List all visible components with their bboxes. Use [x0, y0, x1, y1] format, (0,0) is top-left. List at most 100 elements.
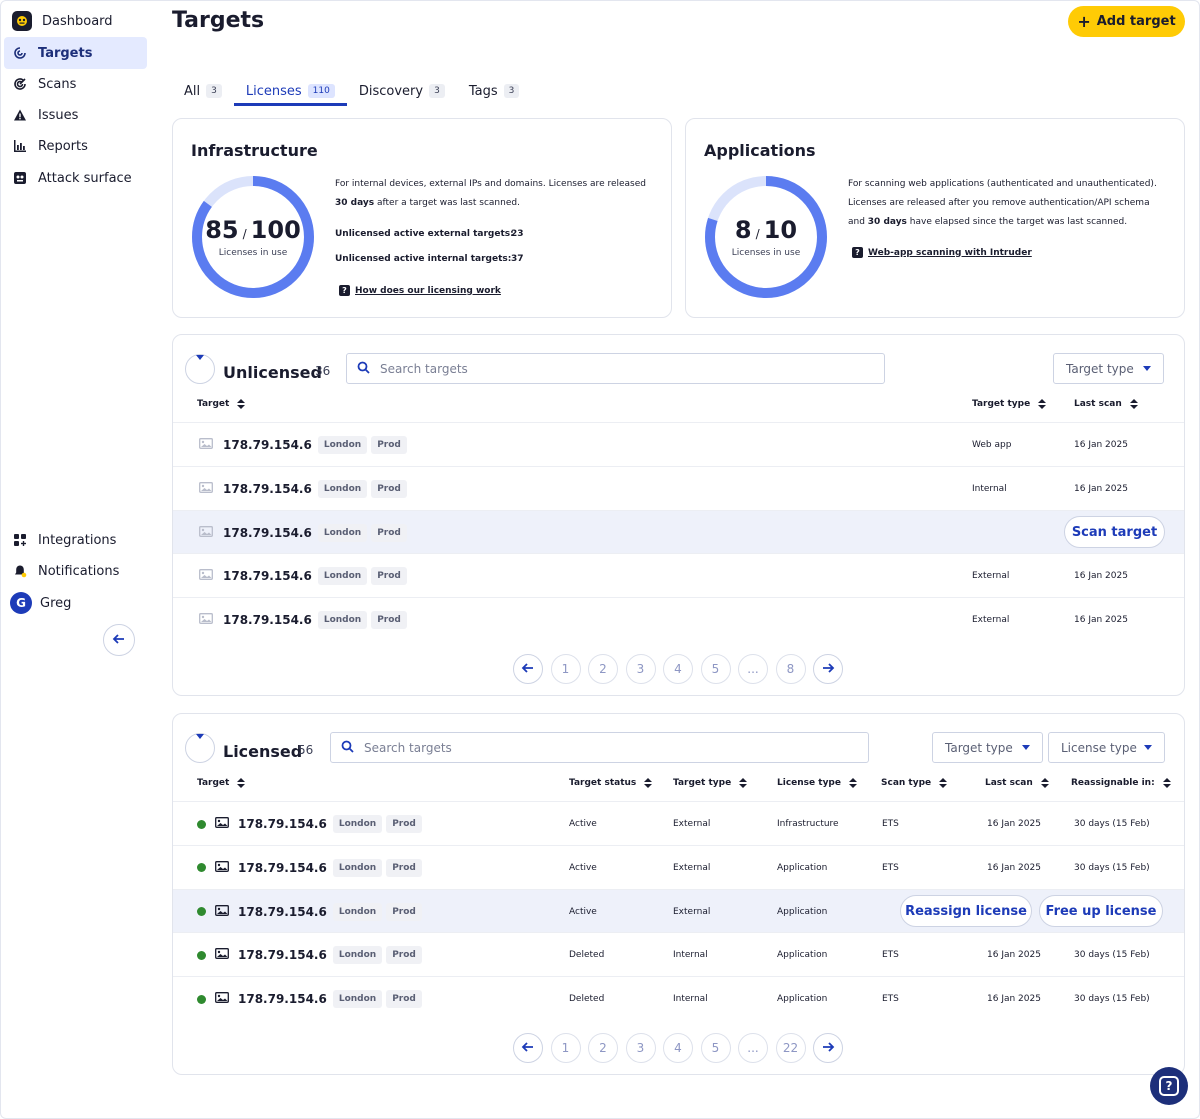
page-button[interactable]: 4 — [663, 1033, 693, 1063]
free-up-license-button[interactable]: Free up license — [1039, 895, 1163, 927]
tabs: All 3 Licenses 110 Discovery 3 Tags 3 — [172, 78, 531, 106]
scan-target-button[interactable]: Scan target — [1064, 516, 1165, 548]
sidebar-item-integrations[interactable]: Integrations — [4, 524, 147, 556]
tab-discovery[interactable]: Discovery 3 — [347, 78, 457, 104]
section-title: Licensed — [223, 742, 303, 761]
table-row[interactable]: 178.79.154.6 London Prod Deleted Internal App… — [173, 976, 1184, 1020]
col-target-type[interactable]: Target type — [972, 399, 1047, 409]
target-type-cell: Web app — [972, 440, 1012, 450]
page-button[interactable]: 3 — [625, 1033, 656, 1063]
sidebar-item-label: Integrations — [38, 532, 117, 548]
col-target[interactable]: Target — [197, 399, 246, 409]
tab-tags[interactable]: Tags 3 — [457, 78, 532, 104]
unlicensed-search[interactable] — [346, 353, 885, 384]
sidebar-item-dashboard[interactable]: Dashboard — [4, 5, 147, 37]
sidebar-item-notifications[interactable]: Notifications — [4, 555, 147, 587]
webapp-help-link[interactable]: ? Web-app scanning with Intruder — [852, 247, 1032, 258]
search-input[interactable] — [380, 361, 855, 376]
licenses-count: 85/100 — [205, 216, 301, 244]
applications-card: Applications 8/10 Licenses in use For sc… — [685, 118, 1185, 318]
sidebar-item-label: Dashboard — [42, 13, 113, 29]
prev-page-button[interactable] — [513, 654, 543, 684]
col-target[interactable]: Target — [197, 778, 246, 788]
license-type-filter[interactable]: License type — [1048, 732, 1165, 763]
arrow-right-icon — [821, 1040, 835, 1057]
reassign-license-button[interactable]: Reassign license — [900, 895, 1032, 927]
target-type-cell: External — [972, 571, 1010, 582]
page-button[interactable]: 5 — [700, 654, 731, 684]
target-cell: 178.79.154.6 London Prod — [197, 933, 422, 977]
target-type-cell: External — [972, 615, 1010, 626]
table-row[interactable]: 178.79.154.6 London Prod Active External Appl… — [173, 844, 1184, 889]
tab-label: Discovery — [358, 83, 424, 99]
table-row[interactable]: 178.79.154.6 London Prod External 16 Jan 202… — [173, 553, 1184, 597]
tag-badge: Prod — [371, 567, 407, 586]
target-cell: 178.79.154.6 London Prod — [197, 977, 422, 1021]
page-button[interactable]: 2 — [588, 654, 618, 684]
sort-icon — [939, 778, 948, 788]
search-icon — [341, 740, 354, 756]
page-button[interactable]: ... — [738, 1033, 768, 1063]
sidebar-item-reports[interactable]: Reports — [4, 130, 147, 162]
prev-page-button[interactable] — [513, 1033, 543, 1063]
add-target-button[interactable]: + Add target — [1068, 6, 1185, 37]
search-input[interactable] — [364, 740, 839, 755]
collapse-sidebar-button[interactable] — [103, 624, 135, 656]
sidebar: Dashboard Targets Scans Issues Reports A… — [0, 0, 160, 1119]
sidebar-item-profile[interactable]: G Greg — [4, 587, 147, 619]
page-button[interactable]: 4 — [663, 654, 693, 684]
table-row[interactable]: 178.79.154.6 London Prod Active External Infr… — [173, 801, 1184, 845]
table-row[interactable]: 178.79.154.6 London Prod Deleted Internal App… — [173, 932, 1184, 976]
page-button[interactable]: 22 — [775, 1033, 806, 1063]
col-last-scan[interactable]: Last scan — [1074, 399, 1138, 409]
tag-badge: London — [317, 611, 368, 630]
target-type-filter[interactable]: Target type — [932, 732, 1043, 763]
table-row[interactable]: 178.79.154.6 London Prod Active External Appl… — [173, 888, 1184, 933]
applications-donut — [705, 176, 827, 298]
table-row[interactable]: 178.79.154.6 London Prod — [173, 509, 1184, 554]
section-count: 36 — [315, 364, 331, 378]
sidebar-item-targets[interactable]: Targets — [4, 37, 147, 69]
table-row[interactable]: 178.79.154.6 London Prod Internal 16 Jan 202… — [173, 465, 1184, 510]
tab-licenses[interactable]: Licenses 110 — [233, 78, 347, 106]
last-scan-cell: 16 Jan 2025 — [987, 862, 1041, 873]
licensed-search[interactable] — [330, 732, 869, 763]
col-license-type[interactable]: License type — [777, 778, 857, 788]
unlicensed-toggle-button[interactable] — [185, 354, 215, 384]
target-type-filter[interactable]: Target type — [1053, 353, 1164, 384]
page-button[interactable]: 1 — [550, 654, 581, 684]
target-type-cell: Internal — [673, 994, 708, 1005]
col-label: Reassignable in: — [1071, 778, 1155, 788]
sidebar-item-scans[interactable]: Scans — [4, 68, 147, 100]
unlicensed-section: Unlicensed 36 Target type Target Target … — [172, 334, 1185, 696]
sort-icon — [237, 778, 246, 788]
next-page-button[interactable] — [813, 1033, 843, 1063]
licensing-help-link[interactable]: ? How does our licensing work — [339, 285, 501, 296]
page-button[interactable]: 5 — [700, 1033, 731, 1063]
sort-icon — [644, 778, 653, 788]
tab-all[interactable]: All 3 — [172, 78, 234, 104]
licenses-count: 8/10 — [734, 216, 798, 244]
col-target-status[interactable]: Target status — [569, 778, 653, 788]
page-button[interactable]: 3 — [625, 654, 656, 684]
sort-icon — [1162, 778, 1171, 788]
page-button[interactable]: 2 — [588, 1033, 618, 1063]
col-scan-type[interactable]: Scan type — [881, 778, 948, 788]
col-last-scan[interactable]: Last scan — [985, 778, 1049, 788]
table-row[interactable]: 178.79.154.6 London Prod Web app 16 Jan 2025 — [173, 422, 1184, 466]
licensed-toggle-button[interactable] — [185, 733, 215, 763]
grid-plus-icon — [12, 532, 28, 548]
page-button[interactable]: ... — [738, 654, 768, 684]
next-page-button[interactable] — [813, 654, 843, 684]
sort-icon — [848, 778, 857, 788]
col-target-type[interactable]: Target type — [673, 778, 748, 788]
page-button[interactable]: 1 — [550, 1033, 581, 1063]
col-reassignable[interactable]: Reassignable in: — [1071, 778, 1171, 788]
desc-bold: 30 days — [335, 198, 375, 208]
help-chat-button[interactable]: ? — [1150, 1067, 1188, 1105]
tab-count: 3 — [503, 84, 520, 98]
sidebar-item-attack-surface[interactable]: Attack surface — [4, 162, 147, 194]
page-button[interactable]: 8 — [775, 654, 806, 684]
table-row[interactable]: 178.79.154.6 London Prod External 16 Jan 202… — [173, 597, 1184, 641]
sidebar-item-issues[interactable]: Issues — [4, 99, 147, 131]
